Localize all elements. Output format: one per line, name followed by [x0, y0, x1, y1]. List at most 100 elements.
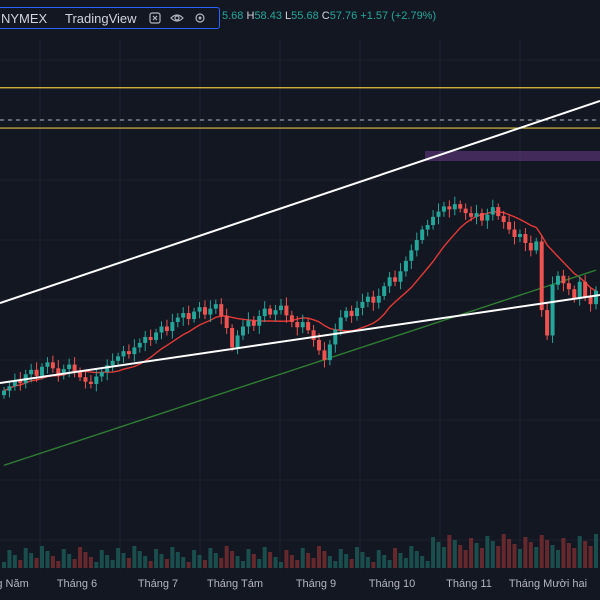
volume-bar	[555, 550, 560, 568]
volume-bar	[154, 549, 159, 568]
x-tick-label: Tháng 9	[296, 578, 336, 590]
volume-bar	[246, 549, 251, 568]
candle-body	[512, 229, 517, 237]
high-label: H	[246, 10, 255, 22]
volume-bar	[463, 550, 468, 568]
volume-bar	[83, 552, 88, 568]
volume-bar	[40, 546, 45, 568]
volume-bar	[137, 551, 142, 568]
volume-bar	[143, 556, 148, 568]
gear-icon[interactable]	[193, 11, 207, 25]
candle-body	[349, 310, 354, 317]
volume-bar	[306, 553, 311, 568]
x-tick-label: Tháng 11	[446, 578, 492, 590]
candle-body	[148, 336, 153, 340]
candle-body	[496, 207, 501, 217]
candle-body	[132, 347, 137, 355]
candle-body	[338, 317, 343, 330]
volume-bar	[425, 561, 430, 568]
candle-body	[561, 275, 566, 284]
settings-icon[interactable]	[148, 11, 162, 25]
ma-fast-line	[3, 211, 597, 392]
volume-bar	[99, 550, 104, 568]
candle-body	[317, 339, 322, 351]
candle-body	[257, 316, 262, 326]
candle-body	[447, 206, 452, 210]
volume-bar	[88, 557, 93, 568]
volume-bar	[469, 538, 474, 568]
volume-bar	[235, 556, 240, 568]
volume-bar	[349, 559, 354, 568]
eye-icon[interactable]	[170, 11, 184, 25]
candle-body	[94, 376, 99, 384]
candle-body	[40, 366, 45, 376]
volume-bar	[240, 561, 245, 568]
volume-bar	[376, 550, 381, 568]
volume-bar	[496, 546, 501, 568]
resistance-zone	[425, 151, 600, 161]
volume-bar	[517, 549, 522, 568]
candle-body	[344, 310, 349, 318]
candle-body	[577, 281, 582, 299]
volume-bar	[311, 558, 316, 568]
x-tick-label: Tháng Năm	[0, 578, 29, 590]
volume-bar	[257, 559, 262, 568]
candle-body	[192, 311, 197, 320]
candle-body	[186, 313, 191, 320]
candle-body	[555, 275, 560, 285]
candle-body	[355, 307, 360, 317]
volume-bar	[583, 541, 588, 568]
x-tick-label: Tháng Tám	[207, 578, 263, 590]
upper-trendline	[0, 100, 600, 304]
volume-bar	[273, 557, 278, 568]
candle-body	[197, 307, 202, 312]
candle-body	[382, 286, 387, 296]
volume-bar	[230, 551, 235, 568]
volume-bar	[398, 553, 403, 568]
candle-body	[523, 234, 528, 243]
volume-bar	[490, 541, 495, 568]
candle-body	[528, 242, 533, 251]
candles	[2, 196, 598, 399]
candle-body	[121, 351, 126, 357]
zone-rect	[425, 151, 600, 161]
volume-bar	[78, 547, 83, 568]
ma-slow-line	[3, 269, 597, 466]
candle-body	[50, 362, 55, 369]
candle-body	[458, 204, 463, 209]
trendlines	[0, 100, 600, 384]
volume-bar	[507, 539, 512, 568]
volume-bar	[322, 551, 327, 568]
symbol-legend[interactable]: NYMEX TradingView	[0, 7, 220, 29]
close-label: C	[321, 10, 330, 22]
candle-body	[268, 308, 273, 315]
x-tick-label: Tháng 10	[369, 578, 415, 590]
candle-body	[224, 316, 229, 329]
volume-bar	[94, 562, 99, 568]
candle-body	[311, 330, 316, 340]
x-axis: Tháng Năm Tháng 6 Tháng 7 Tháng Tám Tháng 9 T…	[0, 570, 600, 600]
volume-bar	[251, 554, 256, 568]
volume-bar	[479, 548, 484, 568]
candle-body	[295, 322, 300, 328]
volume-bar	[284, 550, 289, 568]
symbol-name[interactable]: NYMEX	[1, 11, 48, 26]
volume-bar	[382, 555, 387, 568]
volume-bar	[148, 561, 153, 568]
candle-body	[116, 356, 121, 361]
volume-bar	[164, 559, 169, 568]
candle-body	[278, 305, 283, 311]
candle-body	[12, 380, 17, 387]
volume-bar	[523, 537, 528, 568]
candle-body	[436, 211, 441, 217]
volume-bar	[594, 534, 598, 568]
candle-body	[300, 322, 305, 328]
volume-bar	[441, 547, 446, 568]
candle-body	[83, 377, 88, 382]
open-value: 5.68	[222, 10, 244, 22]
volume-bar	[289, 555, 294, 568]
x-tick-label: Tháng 7	[138, 578, 178, 590]
candle-body	[507, 222, 512, 230]
volume-bar	[202, 560, 207, 568]
